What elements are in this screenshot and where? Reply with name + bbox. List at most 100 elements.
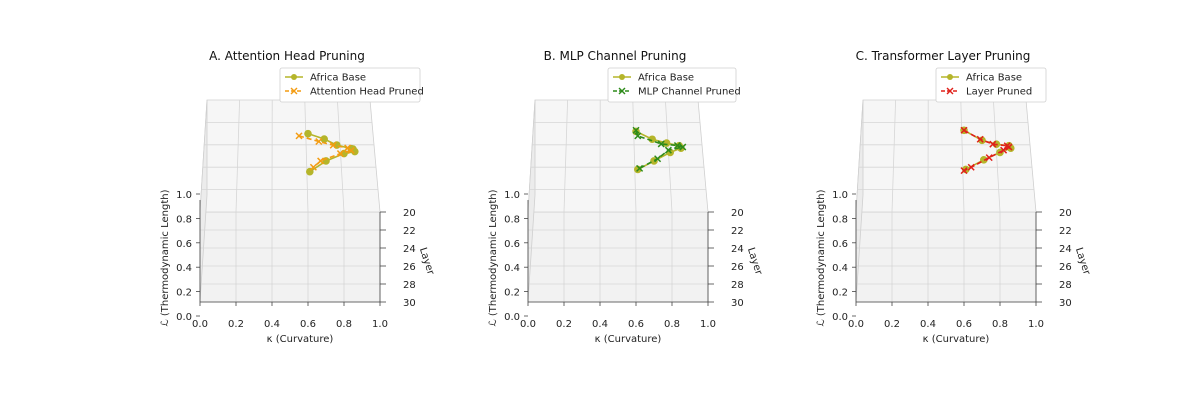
data-point [960, 126, 968, 134]
wall-grid-x [632, 99, 637, 213]
z-tick-label: 1.0 [176, 190, 192, 201]
legend-label: Attention Head Pruned [310, 87, 424, 98]
y-tick-label: 26 [731, 262, 744, 273]
data-point [336, 150, 344, 158]
y-tick-label: 24 [1059, 244, 1072, 255]
y-axis-label: Layer [745, 246, 764, 277]
x-tick-label: 0.2 [884, 319, 900, 330]
x-tick-label: 0.2 [556, 319, 572, 330]
y-tick-label: 22 [731, 226, 744, 237]
data-point [989, 140, 997, 148]
back-wall-pane [855, 99, 1037, 213]
floor-pane [855, 211, 1037, 303]
legend-box [607, 67, 737, 103]
z-tick-label: 1.0 [504, 190, 520, 201]
x-tick-label: 0.8 [664, 319, 680, 330]
wall-grid-x [235, 99, 240, 213]
data-point [985, 154, 993, 162]
data-point [1005, 143, 1013, 151]
legend-marker [619, 74, 625, 80]
data-point-stroke [295, 132, 303, 140]
data-point [1000, 146, 1008, 154]
data-point-stroke [336, 150, 344, 158]
data-point-stroke [347, 146, 355, 154]
subplot-2: 0.0 0.2 0.4 0.6 0.8 1.0 20 22 24 26 28 30 0.0 0.2 0.4 0… [816, 49, 1092, 345]
data-point-stroke [989, 140, 997, 148]
data-point-stroke [657, 140, 665, 148]
x-tick-label: 0.6 [628, 319, 644, 330]
data-point-stroke [976, 135, 984, 143]
legend-box [279, 67, 421, 103]
x-tick-label: 0.8 [992, 319, 1008, 330]
z-axis-label: ℒ (Thermodynamic Length) [160, 189, 171, 326]
z-axis-label: ℒ (Thermodynamic Length) [488, 189, 499, 326]
x-tick-label: 0.6 [956, 319, 972, 330]
data-point [976, 135, 984, 143]
x-tick-label: 0.0 [520, 319, 536, 330]
data-point-stroke [632, 126, 640, 134]
z-tick-label: 0.6 [176, 239, 192, 250]
x-tick-label: 0.8 [336, 319, 352, 330]
legend-marker [291, 74, 297, 80]
subplot-1: 0.0 0.2 0.4 0.6 0.8 1.0 20 22 24 26 28 30 0.0 0.2 0.4 0… [488, 49, 764, 345]
y-tick-label: 30 [1059, 298, 1072, 309]
y-tick-label: 24 [403, 244, 416, 255]
wall-grid-x [563, 99, 568, 213]
floor-pane [199, 211, 381, 303]
z-tick-label: 0.4 [176, 263, 192, 274]
y-tick-label: 20 [1059, 208, 1072, 219]
data-point-stroke [329, 141, 337, 149]
wall-grid-x [993, 99, 1001, 213]
floor-pane [527, 211, 709, 303]
x-tick-label: 0.4 [592, 319, 608, 330]
wall-grid-x [304, 99, 309, 213]
wall-grid-x [665, 99, 673, 213]
back-wall-pane [527, 99, 709, 213]
legend-label: MLP Channel Pruned [638, 87, 741, 98]
data-point-stroke [1000, 146, 1008, 154]
y-axis-label: Layer [417, 246, 436, 277]
data-point [317, 157, 325, 165]
data-point [295, 132, 303, 140]
x-tick-label: 0.6 [300, 319, 316, 330]
legend-marker [618, 87, 626, 95]
data-point [347, 146, 355, 154]
x-tick-label: 1.0 [700, 319, 716, 330]
series-line-1 [635, 130, 684, 170]
data-point-stroke [344, 144, 352, 152]
legend: Africa Base MLP Channel Pruned [607, 67, 741, 103]
data-point [960, 167, 968, 175]
z-axis-label: ℒ (Thermodynamic Length) [816, 189, 827, 326]
data-point [654, 155, 662, 163]
z-tick-label: 0.8 [176, 214, 192, 225]
data-point [344, 144, 352, 152]
z-tick-label: 0.4 [504, 263, 520, 274]
chart-title: C. Transformer Layer Pruning [856, 49, 1031, 63]
data-point [632, 126, 640, 134]
wall-grid-x [337, 99, 345, 213]
data-point-stroke [634, 132, 642, 140]
z-tick-label: 0.2 [176, 288, 192, 299]
y-tick-label: 22 [403, 226, 416, 237]
legend-marker [946, 87, 954, 95]
legend-marker [947, 74, 953, 80]
legend-label: Africa Base [966, 73, 1022, 84]
x-tick-label: 1.0 [372, 319, 388, 330]
y-tick-label: 28 [403, 280, 416, 291]
data-point [329, 141, 337, 149]
x-axis-label: κ (Curvature) [595, 334, 662, 345]
legend-label: Africa Base [638, 73, 694, 84]
legend-box [935, 67, 1047, 103]
data-point-stroke [664, 146, 672, 154]
y-tick-label: 26 [403, 262, 416, 273]
data-point-stroke [315, 137, 323, 146]
z-tick-label: 0.8 [504, 214, 520, 225]
z-tick-label: 0.6 [832, 239, 848, 250]
data-point [304, 129, 312, 138]
data-point [673, 141, 681, 150]
data-point-stroke [985, 154, 993, 162]
data-point [664, 146, 672, 154]
data-point [636, 164, 644, 172]
x-tick-label: 0.0 [848, 319, 864, 330]
